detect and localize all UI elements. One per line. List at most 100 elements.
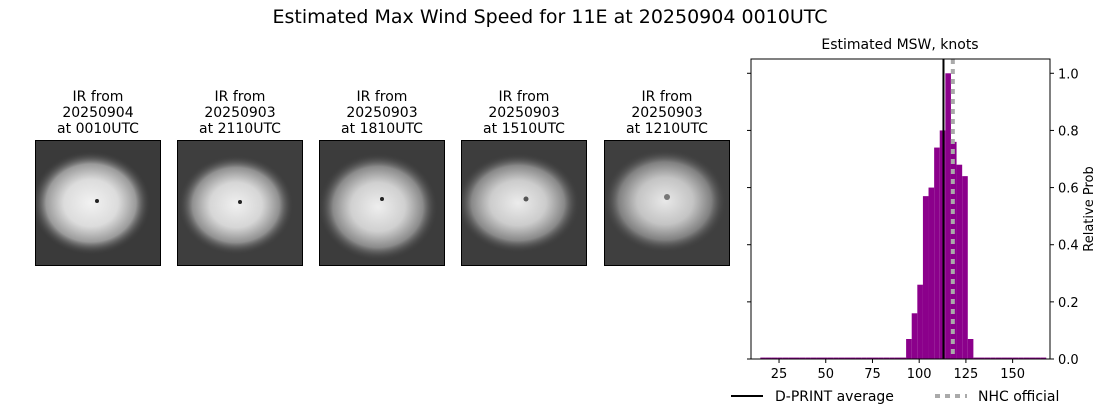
histogram-bar [872, 357, 879, 359]
histogram-bar [967, 339, 974, 359]
figure-title: Estimated Max Wind Speed for 11E at 2025… [272, 6, 828, 28]
histogram-bar [1023, 357, 1030, 359]
ir-caption-time: at 1810UTC [341, 121, 423, 137]
histogram-bar [962, 176, 968, 359]
histogram-bar [990, 357, 996, 359]
histogram-bar [850, 357, 856, 359]
histogram-bar [889, 357, 895, 359]
histogram-bar [945, 73, 951, 359]
histogram-bar [810, 357, 817, 359]
histogram-bar [984, 357, 991, 359]
y-tick-label: 0.8 [1058, 124, 1079, 139]
legend-nhc-label: NHC official [978, 389, 1059, 405]
x-tick-label: 150 [1000, 367, 1025, 382]
y-tick-label: 0.2 [1058, 296, 1079, 311]
histogram-bar [838, 357, 845, 359]
histogram-bar [765, 357, 772, 359]
histogram-bar [1001, 357, 1008, 359]
histogram-bar [1012, 357, 1019, 359]
histogram-bar [934, 147, 940, 359]
histogram-bar [777, 357, 783, 359]
histogram-bar [894, 357, 901, 359]
plot-frame [750, 58, 1051, 360]
ir-satellite-image [177, 140, 303, 266]
histogram-bar [900, 357, 907, 359]
y-tick-label: 1.0 [1058, 67, 1079, 82]
ir-caption-time: at 1210UTC [626, 121, 708, 137]
histogram-bar [771, 357, 778, 359]
ir-panel-caption: IR from 20250903 at 1510UTC [461, 89, 587, 140]
x-tick-label: 125 [953, 367, 978, 382]
ir-caption-date: 20250903 [204, 105, 276, 121]
ir-caption-time: at 0010UTC [57, 121, 139, 137]
histogram-bar [793, 357, 800, 359]
x-tick-label: 100 [907, 367, 932, 382]
histogram-bar [995, 357, 1002, 359]
legend-dprint-label: D-PRINT average [775, 389, 894, 405]
x-axis-ticks: 25 50 75 100 125 150 [771, 359, 1025, 382]
ir-caption-line: IR from [72, 89, 124, 105]
ir-caption-date: 20250903 [631, 105, 703, 121]
x-tick-label: 25 [771, 367, 788, 382]
ir-satellite-image [319, 140, 445, 266]
ir-satellite-image [35, 140, 161, 266]
histogram-bar [1040, 357, 1047, 359]
histogram-bar [833, 357, 839, 359]
chart-title: Estimated MSW, knots [821, 37, 978, 53]
ir-caption-date: 20250903 [346, 105, 418, 121]
y-tick-label: 0.0 [1058, 353, 1079, 368]
ir-panel: IR from 20250903 at 1510UTC [461, 89, 587, 266]
ir-satellite-image [604, 140, 730, 266]
histogram-bar [782, 357, 789, 359]
ir-panel-caption: IR from 20250904 at 0010UTC [35, 89, 161, 140]
ir-satellite-image [461, 140, 587, 266]
histogram-bar [922, 196, 929, 359]
y-tick-label: 0.6 [1058, 182, 1079, 197]
histogram-bars [760, 73, 1047, 359]
histogram-bar [861, 357, 867, 359]
histogram-bar [788, 357, 794, 359]
histogram-bar [1029, 357, 1036, 359]
ir-panel: IR from 20250904 at 0010UTC [35, 89, 161, 266]
histogram-bar [760, 357, 766, 359]
histogram-bar [956, 164, 963, 359]
histogram-bar [911, 313, 918, 359]
ir-caption-line: IR from [641, 89, 693, 105]
histogram-bar [978, 357, 985, 359]
ir-panel: IR from 20250903 at 1210UTC [604, 89, 730, 266]
ir-caption-line: IR from [498, 89, 550, 105]
ir-panel: IR from 20250903 at 1810UTC [319, 89, 445, 266]
ir-panel-caption: IR from 20250903 at 1810UTC [319, 89, 445, 140]
ir-panel: IR from 20250903 at 2110UTC [177, 89, 303, 266]
x-tick-label: 75 [864, 367, 881, 382]
x-tick-label: 50 [817, 367, 834, 382]
histogram-bar [917, 284, 923, 359]
legend: D-PRINT average NHC official [731, 389, 1059, 405]
histogram-bar [973, 357, 979, 359]
histogram-bar [799, 357, 806, 359]
histogram-bar [827, 357, 834, 359]
histogram-bar [816, 357, 823, 359]
y-axis-ticks: 0.0 0.2 0.4 0.6 0.8 1.0 [747, 67, 1079, 368]
histogram-bar [883, 357, 890, 359]
ir-caption-date: 20250904 [62, 105, 134, 121]
reference-lines [942, 59, 955, 359]
histogram-bar [928, 187, 935, 359]
histogram-bar [805, 357, 811, 359]
ir-caption-time: at 2110UTC [199, 121, 281, 137]
histogram-bar [1035, 357, 1041, 359]
histogram-bar [1018, 357, 1024, 359]
histogram-bar [822, 357, 828, 359]
histogram-bar [1007, 357, 1013, 359]
y-tick-label: 0.4 [1058, 239, 1079, 254]
ir-caption-time: at 1510UTC [483, 121, 565, 137]
histogram-bar [878, 357, 884, 359]
y-axis-label: Relative Prob [1082, 166, 1097, 251]
histogram-bar [855, 357, 862, 359]
histogram-bar [844, 357, 851, 359]
ir-panel-caption: IR from 20250903 at 2110UTC [177, 89, 303, 140]
histogram-bar [866, 357, 873, 359]
ir-caption-line: IR from [356, 89, 408, 105]
ir-caption-date: 20250903 [488, 105, 560, 121]
